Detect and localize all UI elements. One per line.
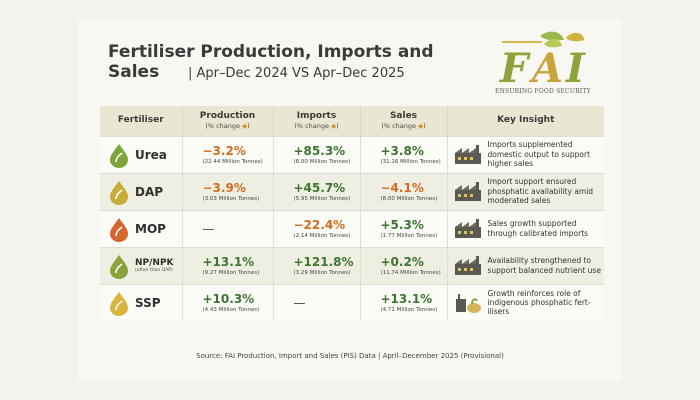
imports-cell: −22.4% (2.14 Million Tonnes): [273, 209, 361, 247]
sales-quantity: (11.74 Million Tonnes): [380, 270, 441, 276]
sales-quantity: (8.00 Million Tonnes): [380, 196, 438, 202]
imports-percent-change: +121.8%: [293, 255, 354, 269]
sales-cell: −4.1% (8.00 Million Tonnes): [360, 172, 448, 210]
logo-tagline: ENSURING FOOD SECURITY: [495, 88, 591, 95]
sales-quantity: (31.16 Million Tonnes): [380, 159, 441, 165]
imports-cell: —: [273, 283, 361, 321]
fertiliser-name: MOP: [135, 221, 166, 236]
factory-icon: [454, 218, 482, 239]
imports-cell: +121.8% (3.29 Million Tonnes): [273, 246, 361, 284]
fertiliser-drop-icon: [110, 254, 128, 279]
fertiliser-name: SSP: [135, 295, 161, 310]
production-percent-change: −3.2%: [202, 144, 246, 158]
insight-cell: Sales growth supported through calibrate…: [447, 209, 604, 247]
insight-cell: Imports supplemented domestic output to …: [447, 135, 604, 173]
fertiliser-cell: DAP: [100, 172, 183, 210]
fai-logo: F A I: [499, 31, 586, 92]
svg-text:F: F: [499, 45, 531, 92]
table-row: NP/NPK (other than DAP) +13.1% (9.27 Mil…: [100, 246, 604, 284]
header-production: Production (% change ◆): [182, 106, 274, 136]
imports-quantity: (3.29 Million Tonnes): [293, 270, 351, 276]
fertiliser-cell: Urea: [100, 135, 183, 173]
table-header-row: Fertiliser Production (% change ◆) Import…: [100, 106, 604, 136]
fertiliser-drop-icon: [110, 217, 128, 242]
svg-text:A: A: [528, 45, 563, 92]
imports-percent-change: +45.7%: [293, 181, 346, 195]
insight-cell: Import support ensured phosphatic availa…: [447, 172, 604, 210]
sales-cell: +5.3% (1.77 Million Tonnes): [360, 209, 448, 247]
production-cell: +10.3% (4.43 Million Tonnes): [182, 283, 274, 321]
imports-quantity: (2.14 Million Tonnes): [293, 233, 351, 239]
production-quantity: (4.43 Million Tonnes): [202, 307, 260, 314]
production-percent-change: +10.3%: [202, 292, 255, 307]
production-cell: —: [182, 209, 274, 247]
production-cell: +13.1% (9.27 Million Tonnes): [182, 246, 274, 284]
imports-percent-change: −22.4%: [293, 218, 346, 232]
fertiliser-cell: MOP: [100, 209, 183, 247]
imports-percent-change: +85.3%: [293, 144, 346, 158]
production-quantity: (3.03 Million Tonnes): [202, 196, 260, 202]
change-indicator-icon: ◆: [331, 122, 337, 131]
sales-cell: +0.2% (11.74 Million Tonnes): [360, 246, 448, 284]
sales-percent-change: −4.1%: [380, 181, 424, 195]
key-insight-text: Imports supplemented domestic output to …: [487, 140, 591, 169]
fertiliser-drop-icon: [110, 291, 128, 316]
key-insight-text: Availability strengthened to support bal…: [487, 256, 601, 275]
table-row: MOP — −22.4% (2.14 Million Tonnes) +5.3%…: [100, 209, 604, 247]
fertiliser-drop-icon: [110, 180, 128, 205]
imports-cell: +85.3% (8.00 Million Tonnes): [273, 135, 361, 173]
factory-icon: [454, 255, 482, 276]
production-cell: −3.9% (3.03 Million Tonnes): [182, 172, 274, 210]
sales-quantity: (1.77 Million Tonnes): [380, 233, 438, 239]
header-imports: Imports (% change ◆): [273, 106, 361, 136]
svg-text:I: I: [565, 45, 586, 92]
sales-percent-change: +0.2%: [380, 255, 424, 269]
key-insight-text: Growth reinforces role of indigenous pho…: [487, 288, 591, 317]
production-percent-change: −3.9%: [202, 181, 246, 195]
imports-cell: +45.7% (5.95 Million Tonnes): [273, 172, 361, 210]
production-percent-change: +13.1%: [202, 255, 255, 269]
fertiliser-drop-icon: [110, 143, 128, 168]
fertiliser-name: NP/NPK (other than DAP): [135, 258, 174, 273]
change-indicator-icon: ◆: [418, 122, 424, 131]
header-key-insight: Key Insight: [447, 106, 604, 136]
imports-value: —: [293, 295, 306, 310]
sales-percent-change: +5.3%: [380, 218, 424, 232]
fertiliser-table: Fertiliser Production (% change ◆) Import…: [100, 106, 604, 321]
sales-quantity: (4.71 Million Tonnes): [380, 307, 438, 314]
table-row: DAP −3.9% (3.03 Million Tonnes) +45.7% (…: [100, 172, 604, 210]
sales-cell: +13.1% (4.71 Million Tonnes): [360, 283, 448, 321]
fertiliser-note: (other than DAP): [135, 268, 173, 273]
table-row: SSP +10.3% (4.43 Million Tonnes) — +13.1…: [100, 283, 604, 321]
insight-cell: Availability strengthened to support bal…: [447, 246, 604, 284]
table-row: Urea −3.2% (22.44 Million Tonnes) +85.3%…: [100, 135, 604, 173]
fertiliser-cell: NP/NPK (other than DAP): [100, 246, 183, 284]
fertiliser-name: DAP: [135, 184, 164, 199]
key-insight-text: Import support ensured phosphatic availa…: [487, 177, 594, 206]
sales-percent-change: +3.8%: [380, 144, 424, 158]
factory-icon: [454, 181, 482, 202]
page-subtitle: | Apr–Dec 2024 VS Apr–Dec 2025: [188, 66, 405, 81]
page-title: Fertiliser Production, Imports and Sales: [108, 42, 434, 82]
sales-cell: +3.8% (31.16 Million Tonnes): [360, 135, 448, 173]
header-fertiliser: Fertiliser: [100, 106, 183, 136]
production-quantity: (9.27 Million Tonnes): [202, 270, 260, 276]
header-sales: Sales (% change ◆): [360, 106, 448, 136]
production-value: —: [202, 221, 215, 236]
plant-sack-icon: [454, 293, 482, 313]
insight-cell: Growth reinforces role of indigenous pho…: [447, 283, 604, 321]
source-note: Source: FAI Production, Import and Sales…: [196, 352, 504, 360]
factory-icon: [454, 144, 482, 165]
sales-percent-change: +13.1%: [380, 292, 433, 307]
imports-quantity: (8.00 Million Tonnes): [293, 159, 351, 165]
production-cell: −3.2% (22.44 Million Tonnes): [182, 135, 274, 173]
key-insight-text: Sales growth supported through calibrate…: [487, 219, 589, 238]
fertiliser-name: Urea: [135, 147, 167, 162]
fertiliser-cell: SSP: [100, 283, 183, 321]
change-indicator-icon: ◆: [242, 122, 248, 131]
production-quantity: (22.44 Million Tonnes): [202, 159, 263, 165]
imports-quantity: (5.95 Million Tonnes): [293, 196, 351, 202]
